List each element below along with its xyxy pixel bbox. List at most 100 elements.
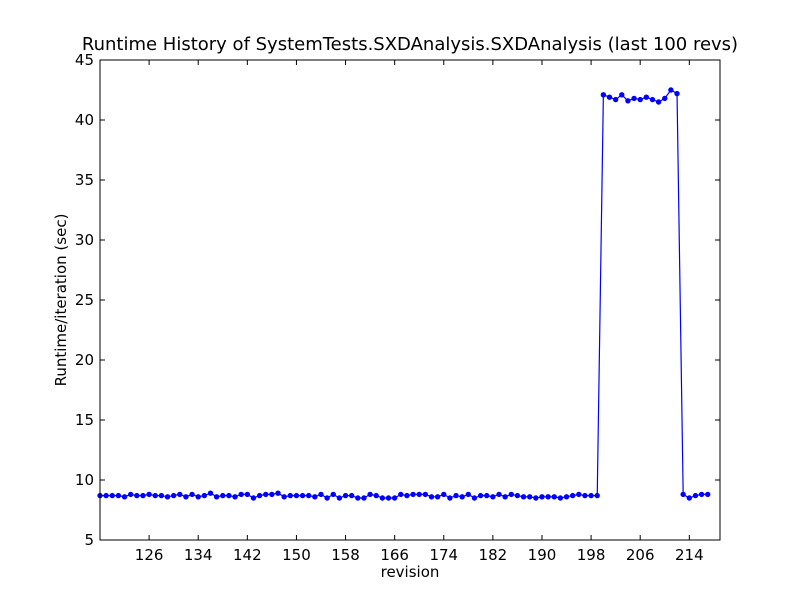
data-point — [692, 492, 699, 499]
x-tick-label: 158 — [331, 546, 360, 564]
data-point — [655, 99, 662, 105]
data-point — [287, 492, 293, 499]
data-point — [348, 492, 355, 499]
data-point — [170, 492, 177, 499]
y-axis: 5 10 15 20 25 30 35 40 45 — [75, 51, 720, 549]
data-point — [643, 94, 650, 100]
data-point — [355, 495, 361, 501]
x-tick-label: 182 — [479, 546, 508, 564]
data-point — [275, 490, 281, 496]
data-point — [545, 494, 551, 500]
data-point — [367, 491, 373, 498]
data-point — [404, 492, 410, 499]
data-point — [152, 492, 158, 499]
data-point — [342, 492, 349, 499]
data-point — [103, 492, 109, 499]
x-tick-label: 190 — [528, 546, 557, 564]
y-axis-label: Runtime/iteration (sec) — [52, 214, 70, 387]
data-point — [140, 492, 146, 499]
data-point — [361, 495, 367, 501]
data-point — [213, 494, 220, 500]
data-point — [582, 492, 588, 499]
data-point — [600, 92, 607, 98]
data-point — [115, 492, 122, 499]
plot-background — [100, 60, 720, 540]
data-point — [527, 494, 533, 500]
data-point — [134, 492, 140, 499]
data-point — [109, 492, 115, 499]
data-point — [164, 494, 171, 500]
data-point — [330, 491, 336, 498]
y-tick-label: 20 — [75, 351, 94, 369]
data-point — [637, 96, 643, 103]
x-tick-label: 150 — [282, 546, 311, 564]
data-point — [398, 491, 404, 498]
y-tick-label: 25 — [75, 291, 94, 309]
data-point — [612, 96, 619, 103]
data-point — [453, 492, 459, 499]
x-tick-label: 174 — [429, 546, 458, 564]
y-tick-label: 15 — [75, 411, 94, 429]
data-point — [416, 491, 422, 498]
data-point — [293, 492, 300, 499]
data-point — [668, 87, 674, 93]
data-point — [674, 90, 680, 97]
data-point — [146, 491, 152, 498]
data-point — [373, 492, 379, 499]
data-point — [238, 491, 244, 498]
data-point — [428, 494, 435, 500]
data-point — [201, 492, 208, 499]
data-point — [158, 492, 165, 499]
y-tick-label: 45 — [75, 51, 94, 69]
x-tick-label: 134 — [184, 546, 213, 564]
data-point — [686, 495, 693, 501]
data-point — [594, 492, 600, 499]
plot-area — [97, 59, 721, 541]
data-point — [324, 495, 330, 501]
data-point — [520, 494, 527, 500]
data-point — [465, 491, 472, 498]
data-point — [649, 96, 656, 103]
data-point — [441, 491, 447, 498]
x-tick-label: 126 — [135, 546, 164, 564]
data-point — [244, 491, 251, 498]
data-point — [477, 492, 484, 499]
data-point — [232, 494, 238, 500]
data-point — [631, 95, 637, 102]
data-point — [563, 494, 570, 500]
x-axis: 126 134 142 150 158 166 174 182 190 198 206 214 — [135, 60, 704, 564]
y-tick-label: 35 — [75, 171, 94, 189]
data-point — [680, 491, 686, 498]
y-tick-label: 30 — [75, 231, 94, 249]
data-point — [447, 495, 453, 501]
data-point — [306, 492, 312, 499]
data-point — [121, 494, 128, 500]
y-tick-label: 5 — [84, 531, 94, 549]
data-point — [263, 491, 269, 498]
data-point — [269, 491, 275, 498]
data-point — [318, 491, 324, 498]
series-points — [97, 87, 711, 501]
data-point — [312, 494, 318, 500]
data-point — [502, 494, 508, 500]
data-point — [471, 495, 478, 501]
data-point — [189, 491, 195, 498]
x-tick-label: 214 — [675, 546, 704, 564]
chart-title: Runtime History of SystemTests.SXDAnalys… — [82, 34, 738, 55]
data-point — [625, 98, 631, 104]
data-point — [281, 494, 287, 500]
data-point — [557, 495, 564, 501]
data-point — [207, 490, 214, 496]
data-point — [705, 491, 711, 498]
data-point — [619, 92, 625, 98]
data-point — [220, 492, 226, 499]
data-point — [588, 492, 594, 499]
x-axis-label: revision — [381, 563, 440, 581]
data-point — [226, 492, 232, 499]
data-point — [551, 494, 557, 500]
data-point — [391, 495, 398, 501]
data-point — [379, 495, 386, 501]
x-tick-label: 166 — [380, 546, 409, 564]
data-point — [606, 94, 613, 100]
